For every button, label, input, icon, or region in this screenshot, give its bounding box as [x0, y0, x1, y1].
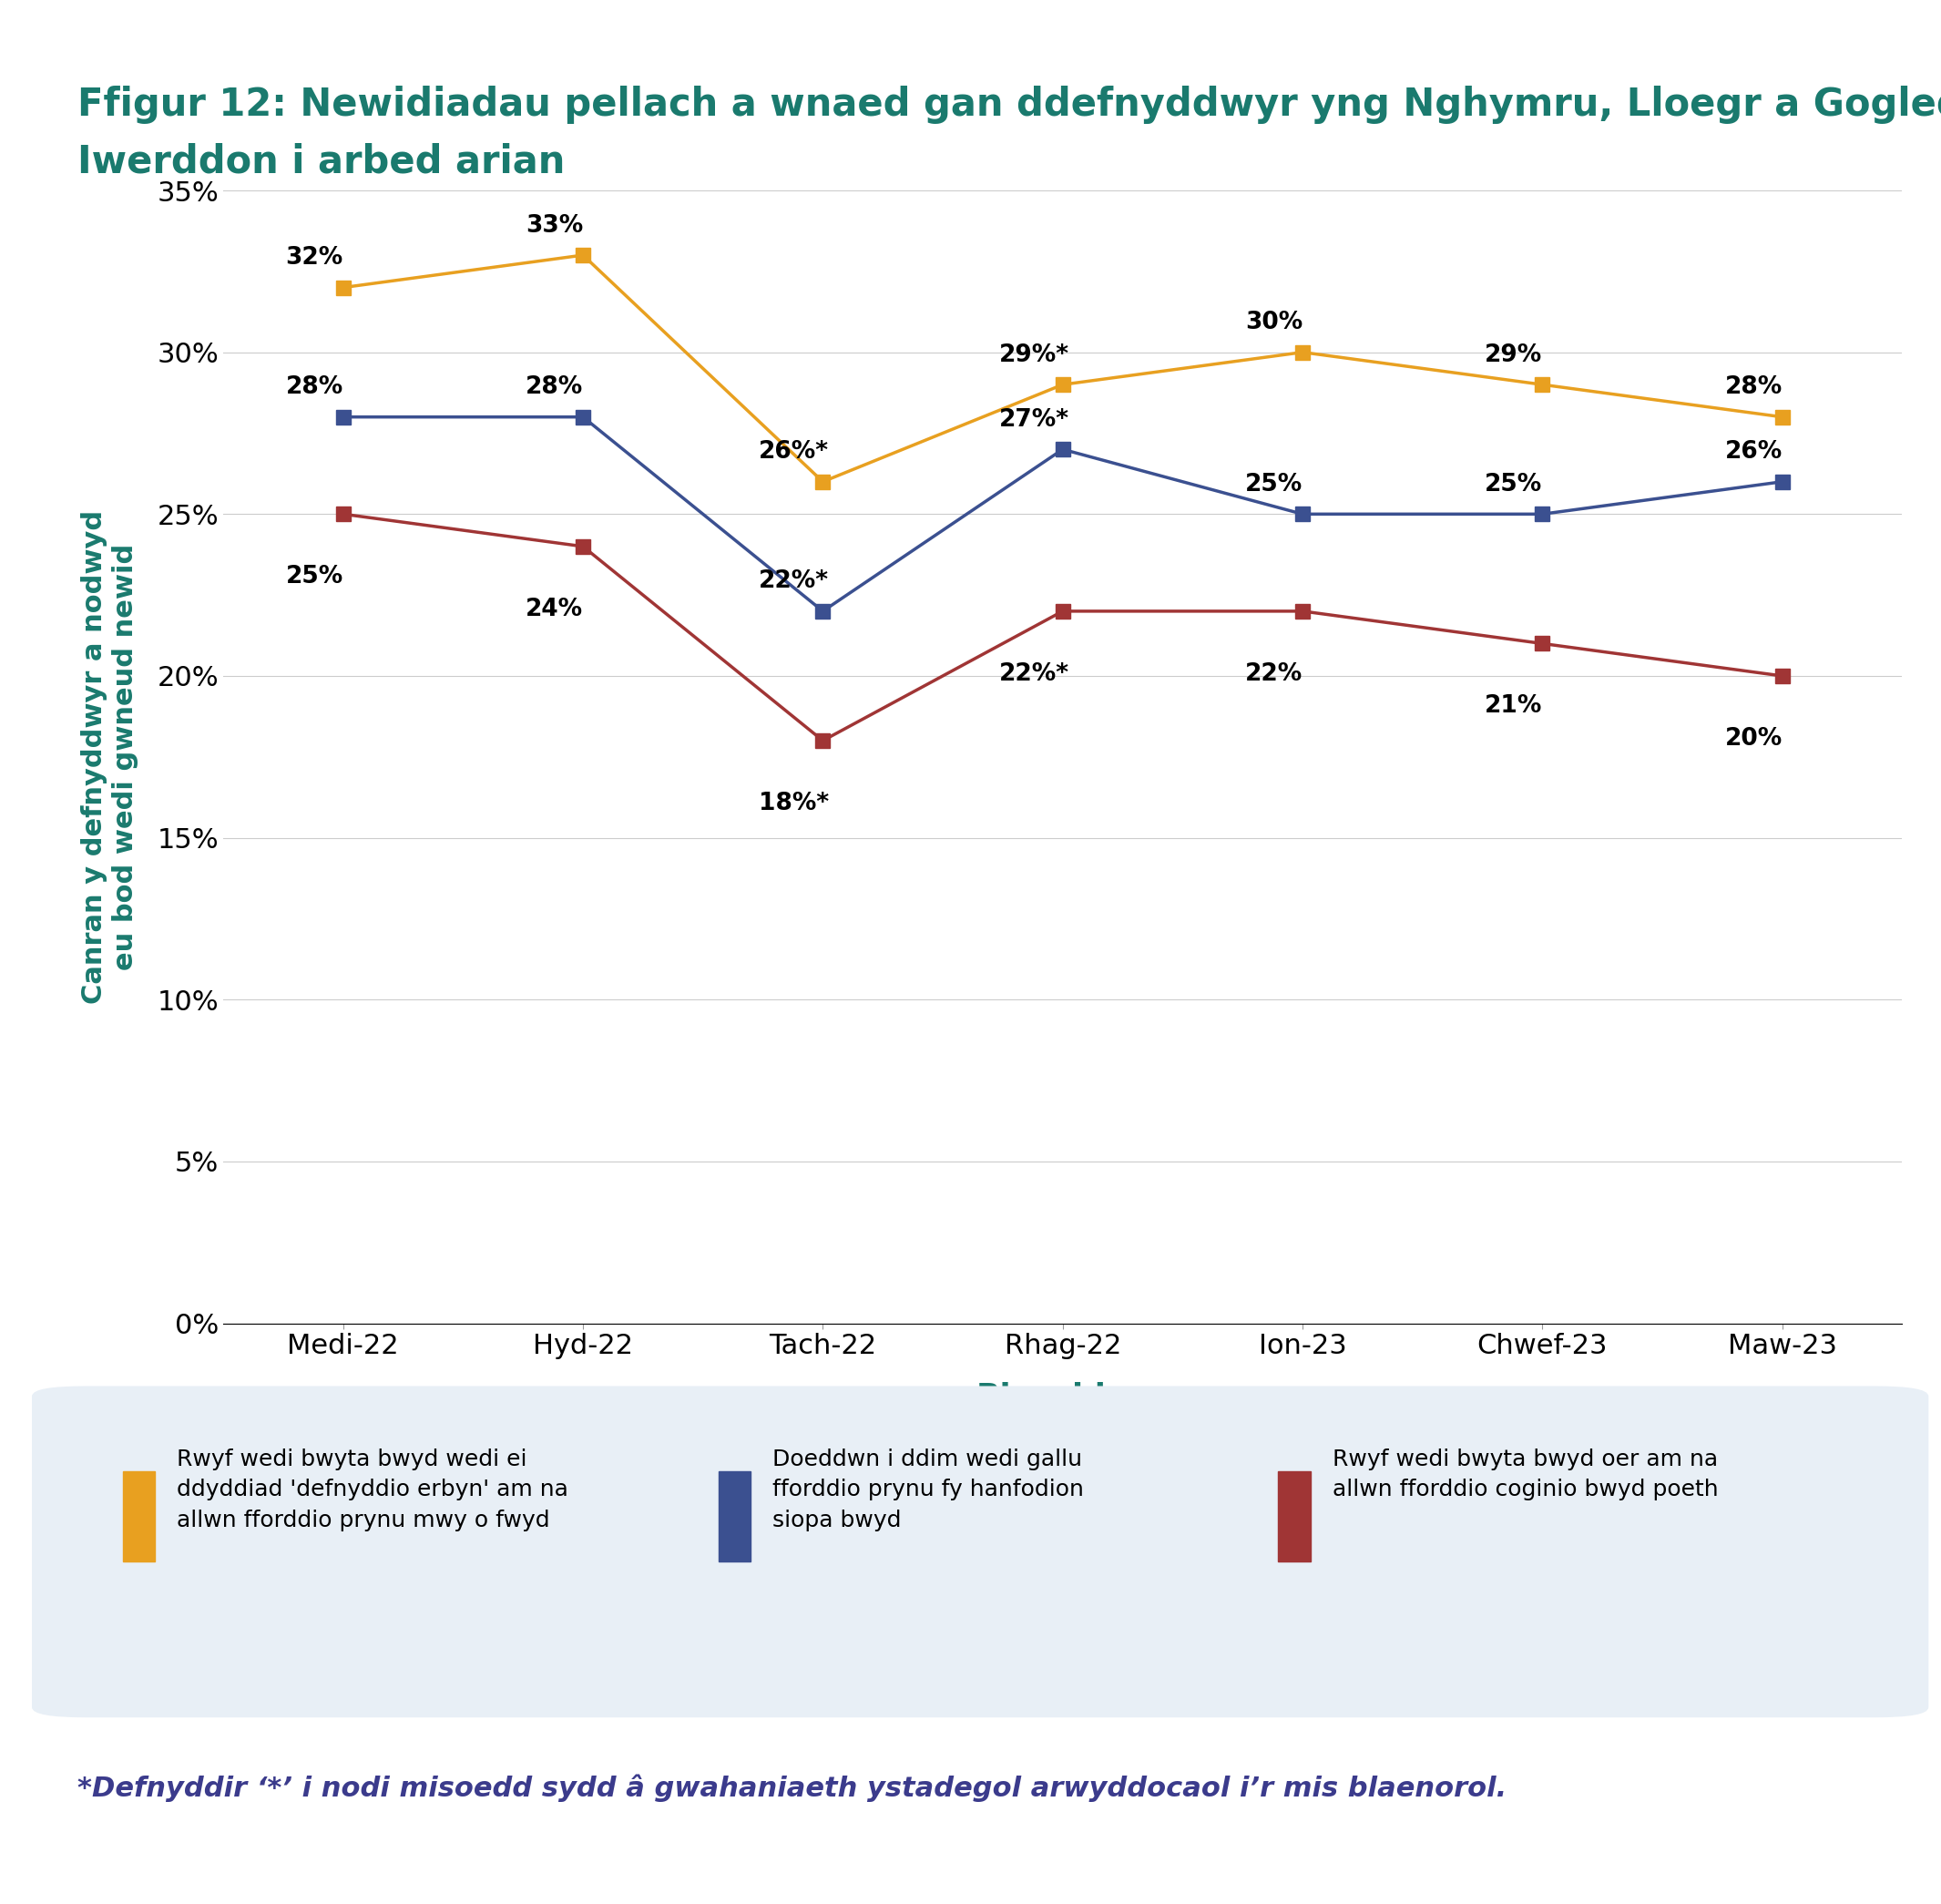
Text: Iwerddon i arbed arian: Iwerddon i arbed arian	[78, 143, 565, 181]
Text: 28%: 28%	[285, 375, 344, 400]
Text: 28%: 28%	[526, 375, 582, 400]
FancyBboxPatch shape	[1277, 1470, 1310, 1561]
Text: 21%: 21%	[1485, 695, 1543, 718]
Text: 25%: 25%	[1244, 472, 1302, 497]
Text: Doeddwn i ddim wedi gallu
fforddio prynu fy hanfodion
siopa bwyd: Doeddwn i ddim wedi gallu fforddio prynu…	[773, 1449, 1083, 1531]
Text: 30%: 30%	[1244, 310, 1302, 335]
Text: 29%: 29%	[1485, 343, 1543, 367]
FancyBboxPatch shape	[33, 1386, 1927, 1717]
X-axis label: Blwyddyn: Blwyddyn	[976, 1382, 1149, 1413]
Text: 25%: 25%	[285, 565, 344, 588]
Text: 27%*: 27%*	[1000, 407, 1069, 432]
FancyBboxPatch shape	[122, 1470, 155, 1561]
Text: 26%: 26%	[1726, 440, 1782, 465]
Text: 22%: 22%	[1244, 663, 1302, 685]
Text: 33%: 33%	[526, 213, 582, 238]
Text: Rwyf wedi bwyta bwyd oer am na
allwn fforddio coginio bwyd poeth: Rwyf wedi bwyta bwyd oer am na allwn ffo…	[1332, 1449, 1718, 1500]
Text: 25%: 25%	[1485, 472, 1543, 497]
Text: Rwyf wedi bwyta bwyd wedi ei
ddyddiad 'defnyddio erbyn' am na
allwn fforddio pry: Rwyf wedi bwyta bwyd wedi ei ddyddiad 'd…	[177, 1449, 569, 1531]
Text: 32%: 32%	[285, 246, 344, 270]
Text: 24%: 24%	[526, 598, 582, 621]
Text: 20%: 20%	[1726, 727, 1782, 750]
FancyBboxPatch shape	[718, 1470, 751, 1561]
Text: Ffigur 12: Newidiadau pellach a wnaed gan ddefnyddwyr yng Nghymru, Lloegr a Gogl: Ffigur 12: Newidiadau pellach a wnaed ga…	[78, 86, 1941, 124]
Y-axis label: Canran y defnyddwyr a nodwyd
eu bod wedi gwneud newid: Canran y defnyddwyr a nodwyd eu bod wedi…	[82, 510, 138, 1003]
Text: *Defnyddir ‘*’ i nodi misoedd sydd â gwahaniaeth ystadegol arwyddocaol i’r mis b: *Defnyddir ‘*’ i nodi misoedd sydd â gwa…	[78, 1775, 1506, 1803]
Text: 22%*: 22%*	[1000, 663, 1069, 685]
Text: 22%*: 22%*	[759, 569, 829, 594]
Text: 29%*: 29%*	[1000, 343, 1069, 367]
Text: 18%*: 18%*	[759, 792, 829, 815]
Text: 28%: 28%	[1726, 375, 1782, 400]
Text: 26%*: 26%*	[759, 440, 829, 465]
